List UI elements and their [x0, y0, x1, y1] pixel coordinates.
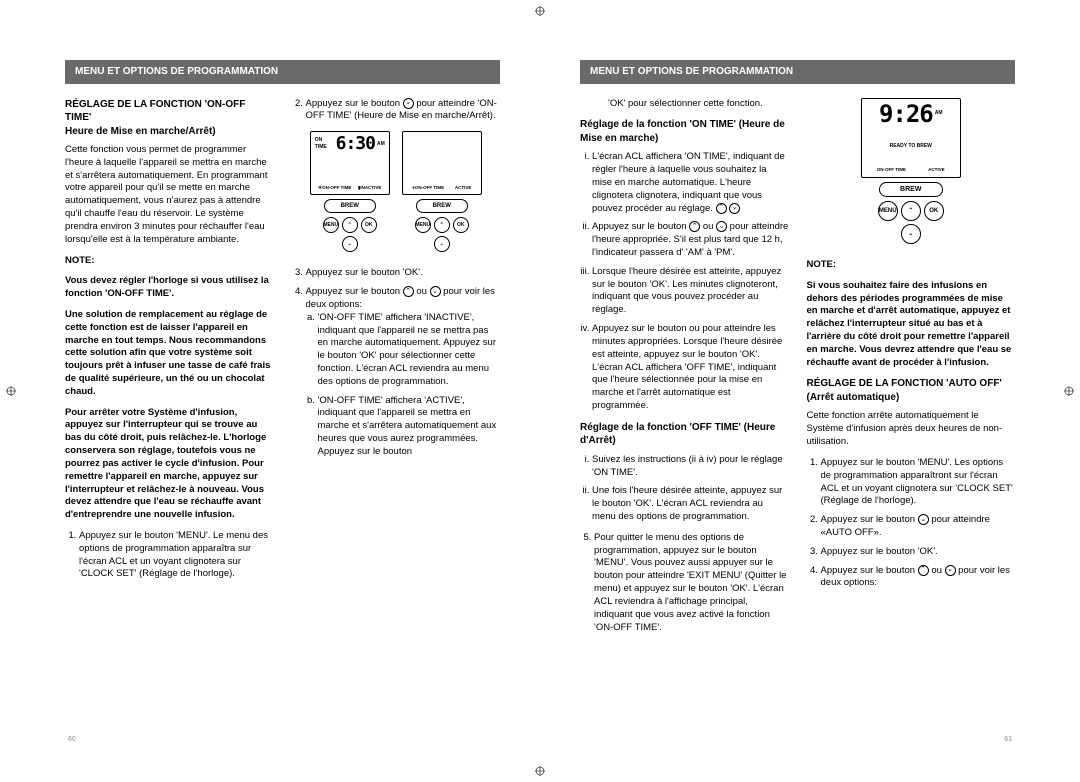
ok-button: OK — [924, 201, 944, 221]
step-2: Appuyez sur le bouton ⌄ pour atteindre '… — [306, 98, 501, 124]
down-icon: ⌄ — [716, 221, 727, 232]
intro-text: Cette fonction vous permet de programmer… — [65, 144, 274, 247]
down-icon: ⌄ — [403, 98, 414, 109]
heading-auto-off: RÉGLAGE DE LA FONCTION 'AUTO OFF' (Arrêt… — [807, 377, 1016, 404]
heading-off-time: Réglage de la fonction 'OFF TIME' (Heure… — [580, 421, 789, 448]
on-i: L'écran ACL affichera 'ON TIME', indiqua… — [592, 151, 789, 215]
ao-1: Appuyez sur le bouton 'MENU'. Les option… — [821, 457, 1016, 508]
down-icon: ⌄ — [945, 565, 956, 576]
down-icon: ⌄ — [729, 203, 740, 214]
up-icon: ⌃ — [434, 217, 450, 233]
down-icon: ⌄ — [434, 236, 450, 252]
ok-button: OK — [361, 217, 377, 233]
brew-button: BREW — [879, 182, 943, 197]
off-ii: Une fois l'heure désirée atteinte, appuy… — [592, 485, 789, 523]
ao-4: Appuyez sur le bouton ⌃ ou ⌄ pour voir l… — [821, 565, 1016, 591]
down-icon: ⌄ — [918, 514, 929, 525]
option-b: 'ON-OFF TIME' affichera 'ACTIVE', indiqu… — [318, 395, 501, 459]
step-1: Appuyez sur le bouton 'MENU'. Le menu de… — [79, 530, 274, 581]
heading-on-off: RÉGLAGE DE LA FONCTION 'ON-OFF TIME' Heu… — [65, 98, 274, 139]
heading-on-time: Réglage de la fonction 'ON TIME' (Heure … — [580, 118, 789, 145]
on-time-steps: L'écran ACL affichera 'ON TIME', indiqua… — [580, 151, 789, 412]
menu-button: MENU — [415, 217, 431, 233]
lcd-screen: 9:26 AM READY TO BREW ON-OFF TIME ACTIVE — [861, 98, 961, 178]
note-label: NOTE: — [65, 255, 274, 268]
note-label: NOTE: — [807, 259, 1016, 272]
steps-list-cont: Appuyez sur le bouton ⌄ pour atteindre '… — [292, 98, 501, 124]
step-3: Appuyez sur le bouton 'OK'. — [306, 267, 501, 280]
menu-button: MENU — [323, 217, 339, 233]
steps-list-cont2: Appuyez sur le bouton 'OK'. Appuyez sur … — [292, 267, 501, 458]
up-icon: ⌃ — [689, 221, 700, 232]
note-1: Vous devez régler l'horloge si vous util… — [65, 275, 274, 301]
device-active: ●ON-OFF TIME ACTIVE BREW MENU ⌃ OK ⌄ — [401, 131, 483, 255]
menu-button: MENU — [878, 201, 898, 221]
down-icon: ⌄ — [901, 224, 921, 244]
right-col1: 'OK' pour sélectionner cette fonction. R… — [580, 98, 789, 643]
off-time-steps: Suivez les instructions (ii à iv) pour l… — [580, 454, 789, 524]
down-icon: ⌄ — [430, 286, 441, 297]
on-ii: Appuyez sur le bouton ⌃ ou ⌄ pour attein… — [592, 221, 789, 259]
device-illustrations: ON TIME 6:30 AM ☀ON-OFF TIME ▮INACTIVE B… — [292, 131, 501, 255]
up-icon: ⌃ — [403, 286, 414, 297]
up-icon: ⌃ — [716, 203, 727, 214]
on-iv: Appuyez sur le bouton ou pour atteindre … — [592, 323, 789, 413]
page-number: 61 — [1004, 735, 1012, 744]
up-icon: ⌃ — [918, 565, 929, 576]
steps-list: Appuyez sur le bouton 'MENU'. Le menu de… — [65, 530, 274, 581]
ok-button: OK — [453, 217, 469, 233]
ao-2: Appuyez sur le bouton ⌄ pour atteindre «… — [821, 514, 1016, 540]
intro-cont: 'OK' pour sélectionner cette fonction. — [580, 98, 789, 111]
off-i: Suivez les instructions (ii à iv) pour l… — [592, 454, 789, 480]
note-3: Pour arrêter votre Système d'infusion, a… — [65, 407, 274, 522]
page-right: MENU ET OPTIONS DE PROGRAMMATION 'OK' po… — [540, 0, 1080, 782]
up-icon: ⌃ — [901, 201, 921, 221]
brew-button: BREW — [416, 199, 468, 213]
page-number: 60 — [68, 735, 76, 744]
section-header: MENU ET OPTIONS DE PROGRAMMATION — [65, 60, 500, 84]
note-text: Si vous souhaitez faire des infusions en… — [807, 280, 1016, 370]
device-ready: 9:26 AM READY TO BREW ON-OFF TIME ACTIVE… — [807, 98, 1016, 247]
auto-off-steps: Appuyez sur le bouton 'MENU'. Les option… — [807, 457, 1016, 590]
lcd-screen: ON TIME 6:30 AM ☀ON-OFF TIME ▮INACTIVE — [310, 131, 390, 195]
left-col2: Appuyez sur le bouton ⌄ pour atteindre '… — [292, 98, 501, 590]
up-icon: ⌃ — [342, 217, 358, 233]
step-4: Appuyez sur le bouton ⌃ ou ⌄ pour voir l… — [306, 286, 501, 459]
brew-button: BREW — [324, 199, 376, 213]
auto-off-intro: Cette fonction arrête automatiquement le… — [807, 410, 1016, 448]
ao-3: Appuyez sur le bouton 'OK'. — [821, 546, 1016, 559]
note-2: Une solution de remplacement au réglage … — [65, 309, 274, 399]
device-inactive: ON TIME 6:30 AM ☀ON-OFF TIME ▮INACTIVE B… — [309, 131, 391, 255]
lcd-screen: ●ON-OFF TIME ACTIVE — [402, 131, 482, 195]
down-icon: ⌄ — [342, 236, 358, 252]
right-col2: 9:26 AM READY TO BREW ON-OFF TIME ACTIVE… — [807, 98, 1016, 643]
option-a: 'ON-OFF TIME' affichera 'INACTIVE', indi… — [318, 312, 501, 389]
section-header: MENU ET OPTIONS DE PROGRAMMATION — [580, 60, 1015, 84]
step-5: Pour quitter le menu des options de prog… — [594, 532, 789, 635]
left-col1: RÉGLAGE DE LA FONCTION 'ON-OFF TIME' Heu… — [65, 98, 274, 590]
page-left: MENU ET OPTIONS DE PROGRAMMATION RÉGLAGE… — [0, 0, 540, 782]
steps-list-cont3: Pour quitter le menu des options de prog… — [580, 532, 789, 635]
on-iii: Lorsque l'heure désirée est atteinte, ap… — [592, 266, 789, 317]
